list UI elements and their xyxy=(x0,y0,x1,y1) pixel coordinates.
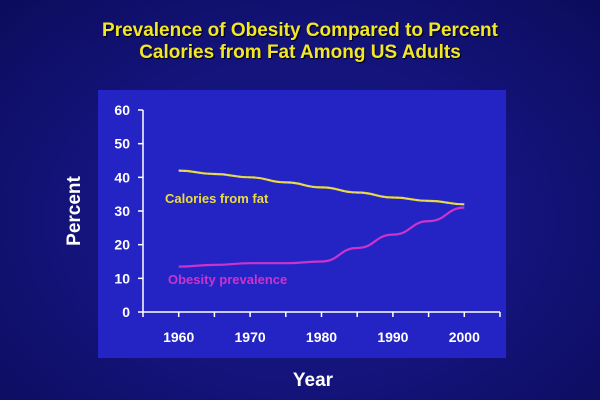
series-line-obesity-prevalence xyxy=(178,206,465,268)
series-lines xyxy=(178,169,465,268)
y-tick-label: 20 xyxy=(114,237,130,253)
x-tick-label: 2000 xyxy=(449,329,480,345)
y-tick-label: 50 xyxy=(114,136,130,152)
y-axis-label: Percent xyxy=(64,175,85,245)
chart-title: Prevalence of Obesity Compared to Percen… xyxy=(0,20,600,64)
series-line-calories-from-fat-highlight xyxy=(178,170,465,205)
axes xyxy=(138,109,501,317)
tick-labels: 0 10 20 30 40 50 60 1960 1970 1980 1990 2000 xyxy=(114,102,480,345)
series-label-calories-from-fat: Calories from fat xyxy=(165,191,269,206)
x-tick-label: 1970 xyxy=(235,329,266,345)
y-tick-label: 0 xyxy=(122,304,130,320)
y-tick-label: 10 xyxy=(114,270,130,286)
chart-title-line-2: Calories from Fat Among US Adults xyxy=(139,42,461,63)
x-tick-label: 1960 xyxy=(163,329,194,345)
chart-title-line-1: Prevalence of Obesity Compared to Percen… xyxy=(102,20,498,41)
series-label-obesity-prevalence: Obesity prevalence xyxy=(168,272,287,287)
plot-background xyxy=(98,90,506,358)
y-tick-label: 30 xyxy=(114,203,130,219)
x-tick-label: 1990 xyxy=(377,329,408,345)
y-tick-label: 40 xyxy=(114,169,130,185)
x-tick-label: 1980 xyxy=(306,329,337,345)
y-tick-label: 60 xyxy=(114,102,130,118)
x-axis-label: Year xyxy=(293,370,334,391)
